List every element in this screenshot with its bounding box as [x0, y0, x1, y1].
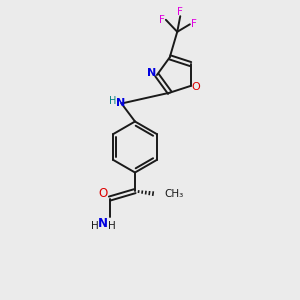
- Text: O: O: [99, 187, 108, 200]
- Text: F: F: [191, 19, 197, 29]
- Text: F: F: [159, 15, 165, 25]
- Text: H: H: [108, 220, 116, 231]
- Text: N: N: [98, 217, 108, 230]
- Text: CH₃: CH₃: [164, 189, 183, 199]
- Text: H: H: [110, 95, 117, 106]
- Text: H: H: [91, 220, 98, 231]
- Text: N: N: [116, 98, 125, 108]
- Text: F: F: [177, 7, 183, 17]
- Text: N: N: [147, 68, 156, 79]
- Text: O: O: [192, 82, 200, 92]
